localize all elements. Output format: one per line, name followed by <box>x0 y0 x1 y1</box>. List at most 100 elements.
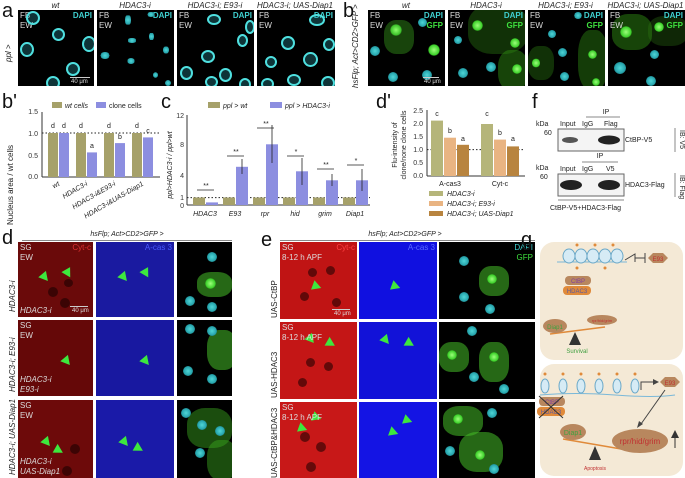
svg-text:2.0: 2.0 <box>413 121 423 128</box>
gfp-label: GFP <box>666 21 683 30</box>
ew-label: EW <box>20 331 33 340</box>
sg-label: SG <box>282 243 294 252</box>
panel-d-prime-label: d' <box>376 91 391 113</box>
svg-text:8: 8 <box>180 142 184 149</box>
svg-text:IP: IP <box>597 153 604 160</box>
x-tick-cytc: Cyt-c <box>492 181 509 188</box>
chart-c: ppl>HDAC3-i / ppl>wt ppl > wt ppl > HDAC… <box>167 102 370 218</box>
panel-e-row2-merge <box>439 322 535 399</box>
panel-e-row2-acas3 <box>359 322 437 399</box>
panel-a-image-e93: FB EW DAPI <box>177 10 254 86</box>
panel-b-image-wt: FB EW DAPI GFP 40 μm <box>368 10 445 86</box>
ew-label: EW <box>20 253 33 262</box>
ew-label: EW <box>450 21 463 30</box>
panel-a-image-wt: FB EW DAPI 40 μm <box>18 10 94 86</box>
svg-text:d: d <box>62 123 66 130</box>
svg-text:1.5: 1.5 <box>28 109 38 116</box>
svg-text:IB: V5: IB: V5 <box>678 130 685 149</box>
ctbp-node: CtBP <box>545 400 559 406</box>
panel-a-col-wt: wt <box>51 1 60 10</box>
panel-d-row3-cytc: SG EW HDAC3-i UAS-Diap1 <box>18 400 93 478</box>
model-diagram: E93 CtBP HDAC3 Diap1 rpr/hid/grim Surviv… <box>537 242 683 476</box>
legend-clone-cells: clone cells <box>109 103 142 110</box>
panel-a-image-hdac3: FB EW DAPI <box>97 10 174 86</box>
panel-d-row2-cytc: SG EW HDAC3-i E93-i <box>18 320 93 396</box>
svg-text:0: 0 <box>180 203 184 210</box>
sg-label: SG <box>282 323 294 332</box>
rpr-hid-grim-node: rpr/hid/grim <box>592 318 613 323</box>
svg-text:d: d <box>135 123 139 130</box>
panel-b-image-diap1: FB EW DAPI GFP <box>608 10 685 86</box>
acas3-label: A-cas 3 <box>144 243 172 252</box>
svg-text:**: ** <box>263 121 269 128</box>
ew-label: EW <box>610 21 623 30</box>
svg-text:0.0: 0.0 <box>413 173 423 180</box>
svg-text:b: b <box>448 128 452 135</box>
panel-b-col-diap1: HDAC3-i; UAS-Diap1 <box>607 1 684 10</box>
chart-b-prime: Nucleus area / wt cells wt cells clone c… <box>6 102 160 225</box>
diap1-node: Diap1 <box>564 430 582 437</box>
panel-a-image-diap1: FB EW DAPI <box>257 10 335 86</box>
cytc-label: Cyt-c <box>336 243 355 252</box>
panel-b-image-e93: FB EW DAPI GFP <box>528 10 605 86</box>
ew-label: EW <box>530 21 543 30</box>
fb-label: FB <box>370 11 381 20</box>
panel-f-label: f <box>532 91 538 113</box>
svg-text:a: a <box>90 143 94 150</box>
panel-b-col-wt: wt <box>402 1 410 10</box>
panel-e-row-2-label: UAS-HDAC3 <box>270 351 279 398</box>
panel-b-image-hdac3: FB EW DAPI GFP <box>448 10 525 86</box>
hdac3-node: HDAC3 <box>541 410 562 416</box>
inset-label: UAS-Diap1 <box>20 467 61 476</box>
panel-d-row-1-label: HDAC3-i <box>8 280 17 312</box>
svg-text:IB: Flag: IB: Flag <box>678 175 685 199</box>
svg-text:c: c <box>146 128 150 135</box>
ew-label: EW <box>179 21 192 30</box>
svg-text:clone/none clone cells: clone/none clone cells <box>401 110 408 179</box>
scale-bar-label: 40 μm <box>424 79 441 85</box>
panel-a-col-hdac3: HDAC3-i <box>119 1 151 10</box>
scale-bar-label: 40 μm <box>334 311 351 317</box>
svg-text:Flag: Flag <box>604 121 618 128</box>
svg-text:Input: Input <box>560 166 576 173</box>
ctbp-node: CtBP <box>571 279 585 285</box>
cytc-label: Cyt-c <box>72 243 91 252</box>
svg-text:2.5: 2.5 <box>413 108 423 115</box>
x-tick-diap1: Diap1 <box>346 211 364 218</box>
stage-label: 8-12 h APF <box>282 413 323 422</box>
panel-b-row-label: hsFlp; Act>CD2>GFP > <box>351 4 360 88</box>
y-axis-label: ppl>HDAC3-i / ppl>wt <box>167 130 174 199</box>
svg-text:**: ** <box>233 149 239 156</box>
panel-d-row1-cytc: SG EW Cyt-c HDAC3-i 40 μm <box>18 242 93 317</box>
dapi-label: DAPI <box>663 11 683 20</box>
panel-d-row-3-label: HDAC3-i; UAS-Diap1 <box>8 398 17 475</box>
panel-e-row2-cytc: SG 8-12 h APF <box>280 322 357 399</box>
svg-text:Input: Input <box>560 121 576 128</box>
panel-d-row1-acas3: A-cas 3 <box>96 242 174 317</box>
panel-e-row3-acas3 <box>359 402 437 478</box>
svg-text:b: b <box>498 130 502 137</box>
dapi-label: DAPI <box>423 11 443 20</box>
panel-e-row1-acas3: A-cas 3 <box>359 242 437 319</box>
svg-text:**: ** <box>203 183 209 190</box>
x-tick-grim: grim <box>318 211 332 218</box>
svg-text:1: 1 <box>180 195 184 202</box>
x-tick-e93: E93 <box>229 211 242 218</box>
svg-text:*: * <box>295 149 298 156</box>
fb-label: FB <box>20 11 31 20</box>
panel-a-col-e93: HDAC3-i; E93-i <box>187 1 243 10</box>
inset-label: HDAC3-i <box>20 457 52 466</box>
fb-label: FB <box>259 11 270 20</box>
panel-e-row3-cytc: SG 8-12 h APF <box>280 402 357 478</box>
fb-label: FB <box>99 11 110 20</box>
panel-d-row2-merge <box>177 320 232 396</box>
x-tick-wt: wt <box>51 180 61 190</box>
panel-d-row3-merge <box>177 400 232 478</box>
svg-text:IgG: IgG <box>582 121 593 128</box>
gfp-label: GFP <box>586 21 603 30</box>
stage-label: 8-12 h APF <box>282 333 323 342</box>
svg-text:1.0: 1.0 <box>413 147 423 154</box>
ew-label: EW <box>259 21 272 30</box>
legend-ppl-hdac3: ppl > HDAC3-i <box>284 103 330 110</box>
